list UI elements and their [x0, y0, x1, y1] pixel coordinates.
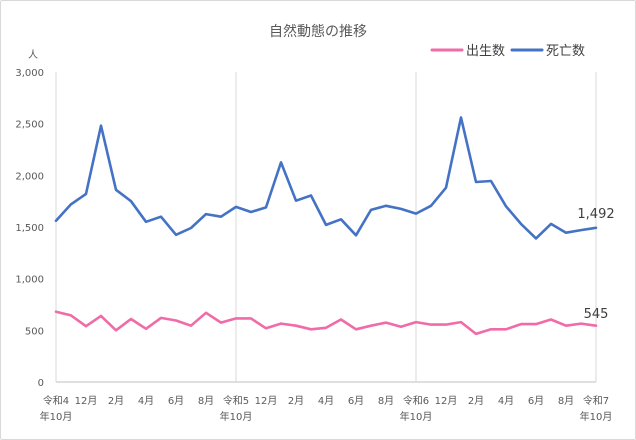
x-tick-label: 8月	[558, 395, 574, 407]
x-tick-label: 令和5	[223, 394, 249, 407]
x-tick-label: 12月	[75, 395, 98, 407]
y-axis-unit-label: 人	[28, 49, 38, 61]
x-tick-label: 4月	[318, 395, 334, 407]
y-tick-label: 2,500	[15, 120, 44, 131]
x-tick-label: 6月	[168, 395, 184, 407]
y-axis-ticks: 0 500 1,000 1,500 2,000 2,500 3,000	[15, 68, 44, 389]
x-tick-label-year: 年10月	[400, 410, 433, 423]
y-tick-label: 3,000	[15, 68, 44, 79]
legend: 出生数 死亡数	[430, 44, 585, 59]
x-tick-label-year: 年10月	[220, 410, 253, 423]
x-tick-label: 6月	[528, 395, 544, 407]
deaths-end-value-label: 1,492	[577, 207, 614, 222]
deaths-line	[54, 116, 598, 240]
x-tick-label: 2月	[468, 395, 484, 407]
x-tick-label: 令和4	[43, 394, 69, 407]
x-tick-label: 4月	[138, 395, 154, 407]
grid-layer	[55, 72, 597, 383]
x-tick-label: 8月	[378, 395, 394, 407]
x-tick-label: 12月	[435, 395, 458, 407]
x-tick-label-year: 年10月	[40, 410, 73, 423]
x-tick-label-year: 年10月	[580, 410, 613, 423]
y-tick-label: 500	[25, 326, 44, 337]
x-tick-label: 令和6	[403, 394, 429, 407]
y-tick-label: 1,500	[15, 223, 44, 234]
x-tick-label: 2月	[108, 395, 124, 407]
births-line	[54, 310, 598, 336]
x-tick-label: 12月	[255, 395, 278, 407]
y-tick-label: 2,000	[15, 171, 44, 182]
x-tick-label: 令和7	[583, 394, 609, 407]
series-layer	[54, 116, 598, 336]
x-tick-label: 8月	[198, 395, 214, 407]
x-tick-label: 2月	[288, 395, 304, 407]
x-tick-label: 4月	[498, 395, 514, 407]
chart-title: 自然動態の推移	[269, 23, 367, 40]
x-tick-label: 6月	[348, 395, 364, 407]
y-tick-label: 1,000	[15, 275, 44, 286]
births-end-value-label: 545	[584, 307, 609, 322]
legend-label-deaths: 死亡数	[546, 44, 585, 59]
legend-label-births: 出生数	[466, 44, 505, 59]
y-tick-label: 0	[38, 378, 44, 389]
